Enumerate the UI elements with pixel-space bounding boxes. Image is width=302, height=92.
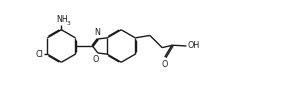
Text: O: O <box>92 55 98 64</box>
Text: Cl: Cl <box>36 50 43 59</box>
Text: N: N <box>94 28 100 37</box>
Text: OH: OH <box>187 41 200 51</box>
Text: O: O <box>162 60 168 69</box>
Text: 3: 3 <box>67 21 71 25</box>
Text: NH: NH <box>56 15 68 24</box>
